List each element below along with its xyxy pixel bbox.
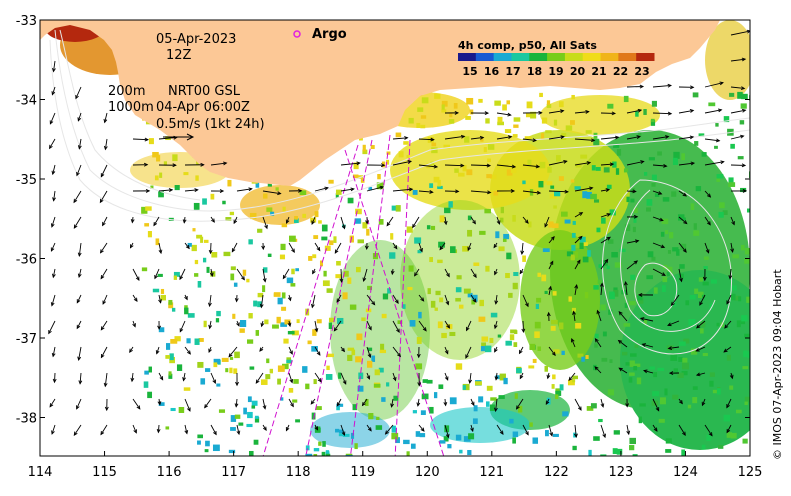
x-tick-label: 119: [350, 465, 375, 480]
x-tick-label: 122: [544, 465, 569, 480]
arrow-scale-label: 0.5m/s (1kt 24h): [156, 117, 265, 132]
x-tick-label: 118: [286, 465, 311, 480]
colorbar-swatch: [458, 53, 476, 61]
isobath-1000-label: 1000m: [108, 100, 154, 115]
composite-label: 4h comp, p50, All Sats: [458, 39, 597, 52]
colorbar-tick-label: 21: [591, 65, 606, 78]
hour-label: 12Z: [166, 48, 192, 63]
colorbar-swatch: [636, 53, 654, 61]
colorbar-tick-label: 20: [570, 65, 586, 78]
x-tick-label: 115: [92, 465, 117, 480]
x-tick-label: 117: [221, 465, 246, 480]
altimetry-time: 04-Apr 06:00Z: [156, 100, 250, 115]
altimetry-source: NRT00 GSL: [168, 84, 241, 99]
colorbar-tick-label: 18: [527, 65, 542, 78]
x-tick-label: 114: [28, 465, 53, 480]
colorbar-swatch: [511, 53, 529, 61]
colorbar-swatch: [547, 53, 565, 61]
imos-credit: © IMOS 07-Apr-2023 09:04 Hobart: [771, 269, 784, 460]
colorbar-swatch: [601, 53, 619, 61]
isobath-200-label: 200m: [108, 84, 145, 99]
x-tick-label: 124: [673, 465, 698, 480]
colorbar-tick-label: 16: [484, 65, 500, 78]
y-tick-label: -33: [16, 14, 37, 29]
y-tick-label: -38: [16, 412, 37, 427]
y-tick-label: -36: [16, 253, 37, 268]
colorbar-swatch: [476, 53, 494, 61]
colorbar-swatch: [529, 53, 547, 61]
colorbar-tick-label: 22: [613, 65, 628, 78]
y-tick-label: -37: [16, 332, 37, 347]
y-tick-label: -35: [16, 173, 37, 188]
x-tick-label: 125: [738, 465, 763, 480]
x-tick-label: 120: [415, 465, 440, 480]
x-tick-label: 116: [157, 465, 182, 480]
date-label: 05-Apr-2023: [156, 32, 236, 47]
argo-label: Argo: [312, 27, 347, 42]
colorbar-swatch: [583, 53, 601, 61]
colorbar-swatch: [618, 53, 636, 61]
y-tick-label: -34: [16, 94, 37, 109]
x-tick-label: 123: [608, 465, 633, 480]
colorbar-swatch: [565, 53, 583, 61]
x-tick-label: 121: [479, 465, 504, 480]
colorbar-tick-label: 19: [548, 65, 563, 78]
colorbar-tick-label: 17: [505, 65, 520, 78]
colorbar-tick-label: 23: [634, 65, 649, 78]
colorbar-tick-label: 15: [462, 65, 477, 78]
colorbar-swatch: [494, 53, 512, 61]
